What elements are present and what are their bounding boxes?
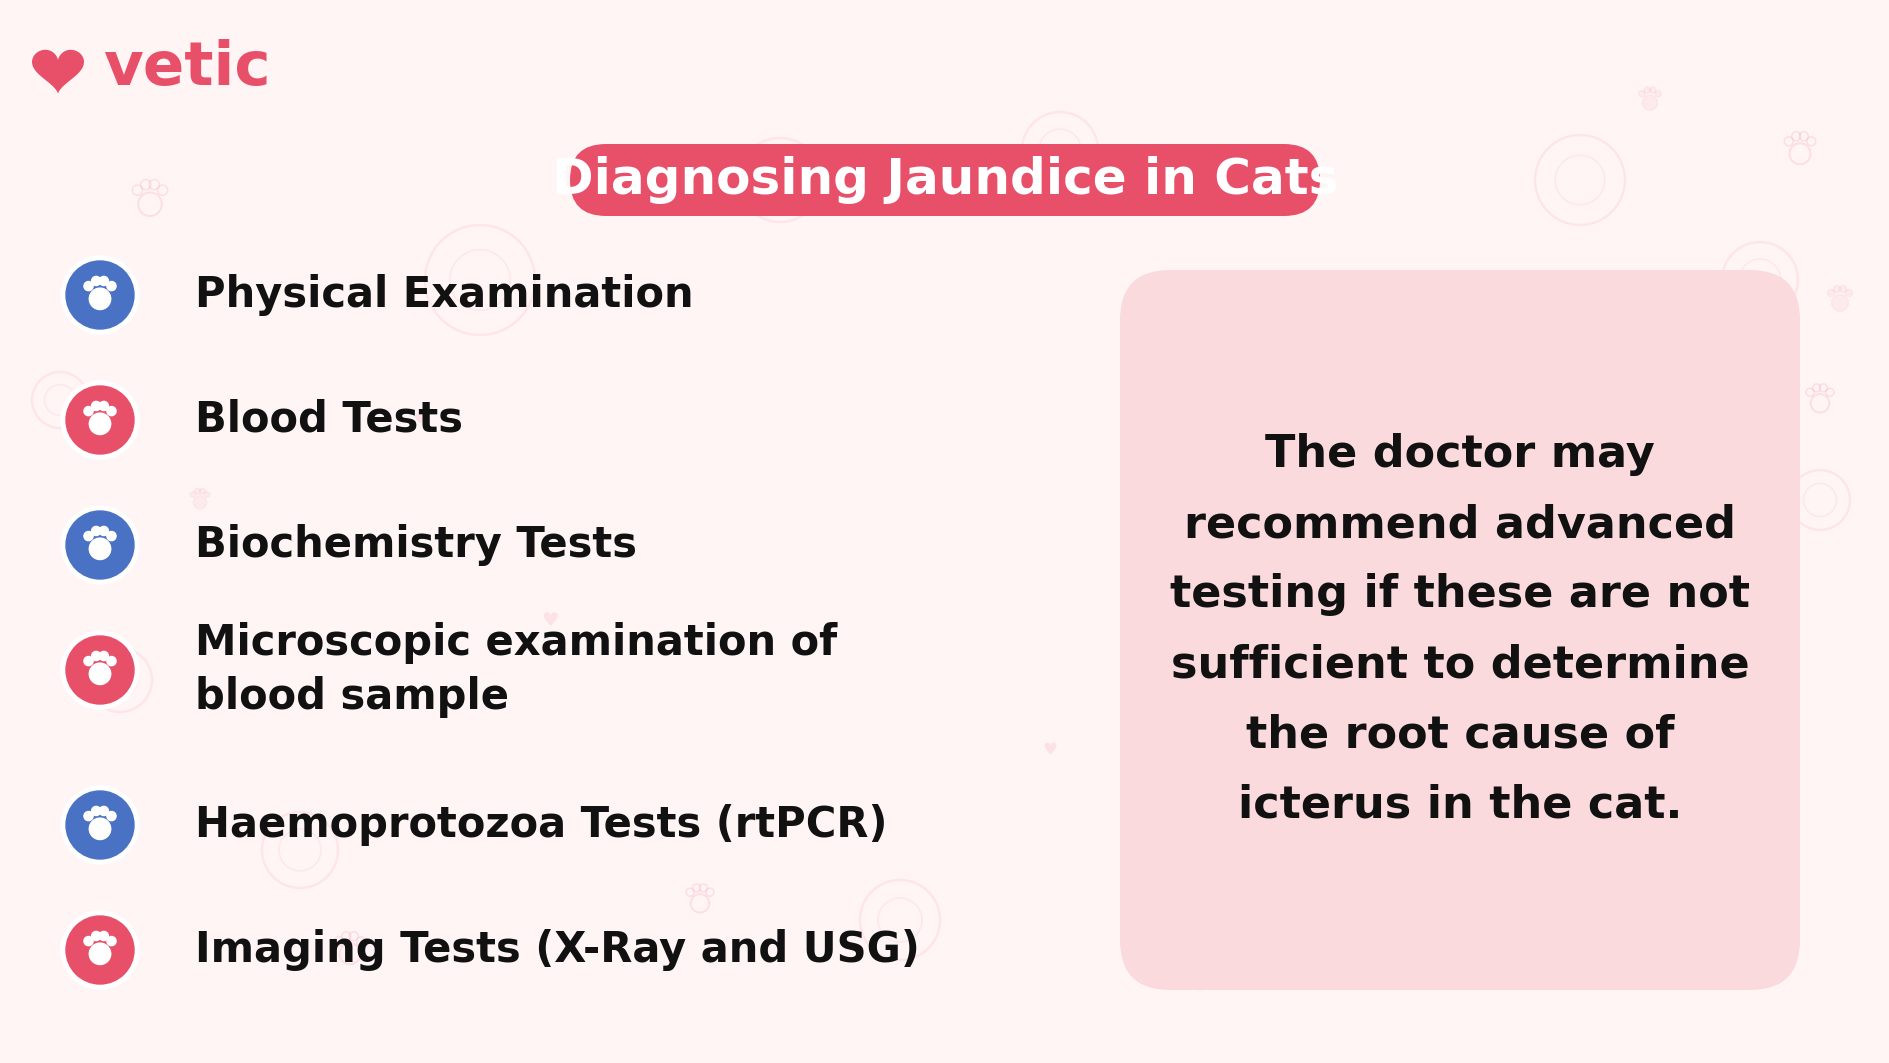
Circle shape	[1649, 87, 1655, 94]
Circle shape	[66, 511, 134, 579]
Circle shape	[1642, 96, 1657, 111]
FancyBboxPatch shape	[570, 144, 1319, 216]
Circle shape	[83, 532, 93, 541]
Circle shape	[108, 811, 115, 821]
Circle shape	[100, 807, 108, 815]
Circle shape	[91, 807, 100, 815]
Text: Biochemistry Tests: Biochemistry Tests	[195, 524, 637, 566]
Circle shape	[1638, 90, 1643, 97]
Circle shape	[100, 652, 108, 660]
Circle shape	[1192, 975, 1207, 991]
Circle shape	[60, 506, 140, 584]
Circle shape	[195, 488, 200, 494]
Circle shape	[108, 532, 115, 541]
Circle shape	[89, 414, 111, 435]
Circle shape	[108, 937, 115, 946]
Circle shape	[89, 288, 111, 309]
Text: The doctor may
recommend advanced
testing if these are not
sufficient to determi: The doctor may recommend advanced testin…	[1169, 433, 1749, 827]
Circle shape	[1200, 967, 1205, 974]
Circle shape	[89, 538, 111, 559]
Circle shape	[193, 495, 206, 509]
Circle shape	[60, 256, 140, 334]
Circle shape	[83, 282, 93, 290]
Circle shape	[204, 491, 210, 497]
Circle shape	[66, 916, 134, 984]
Circle shape	[83, 406, 93, 416]
Text: Haemoprotozoa Tests (rtPCR): Haemoprotozoa Tests (rtPCR)	[195, 804, 888, 846]
FancyBboxPatch shape	[1120, 270, 1798, 990]
Circle shape	[66, 261, 134, 330]
Circle shape	[1643, 87, 1649, 94]
Circle shape	[200, 488, 206, 494]
Circle shape	[108, 282, 115, 290]
Text: ♥: ♥	[1591, 641, 1608, 659]
Circle shape	[83, 657, 93, 665]
Text: ♥: ♥	[1043, 741, 1056, 759]
Circle shape	[1188, 971, 1194, 977]
Circle shape	[89, 943, 111, 964]
Circle shape	[60, 631, 140, 709]
Text: Physical Examination: Physical Examination	[195, 274, 693, 316]
Circle shape	[100, 402, 108, 410]
Circle shape	[91, 652, 100, 660]
Circle shape	[91, 526, 100, 536]
Circle shape	[1844, 289, 1851, 297]
Circle shape	[66, 636, 134, 704]
Circle shape	[89, 663, 111, 685]
Circle shape	[1838, 285, 1846, 292]
Circle shape	[1655, 90, 1660, 97]
Circle shape	[91, 276, 100, 286]
Text: ♥: ♥	[1343, 543, 1356, 557]
Circle shape	[1194, 967, 1200, 974]
Text: Blood Tests: Blood Tests	[195, 399, 463, 441]
Circle shape	[100, 276, 108, 286]
Circle shape	[83, 937, 93, 946]
Text: Imaging Tests (X-Ray and USG): Imaging Tests (X-Ray and USG)	[195, 929, 920, 971]
Circle shape	[66, 386, 134, 454]
PathPatch shape	[32, 50, 83, 94]
Circle shape	[60, 381, 140, 459]
Circle shape	[83, 811, 93, 821]
Circle shape	[91, 402, 100, 410]
Circle shape	[189, 491, 196, 497]
Text: ♥: ♥	[414, 414, 427, 427]
Text: vetic: vetic	[102, 38, 270, 98]
Circle shape	[91, 931, 100, 941]
Circle shape	[100, 931, 108, 941]
Circle shape	[89, 819, 111, 840]
Text: Microscopic examination of
blood sample: Microscopic examination of blood sample	[195, 622, 837, 718]
Circle shape	[1827, 289, 1834, 297]
Circle shape	[1203, 971, 1211, 977]
Text: Diagnosing Jaundice in Cats: Diagnosing Jaundice in Cats	[552, 156, 1337, 204]
Circle shape	[108, 406, 115, 416]
Circle shape	[100, 526, 108, 536]
Circle shape	[66, 791, 134, 859]
Circle shape	[108, 657, 115, 665]
Circle shape	[1832, 285, 1840, 292]
Circle shape	[1830, 294, 1847, 311]
Circle shape	[60, 786, 140, 864]
Text: ♥: ♥	[540, 610, 559, 629]
Circle shape	[60, 911, 140, 989]
